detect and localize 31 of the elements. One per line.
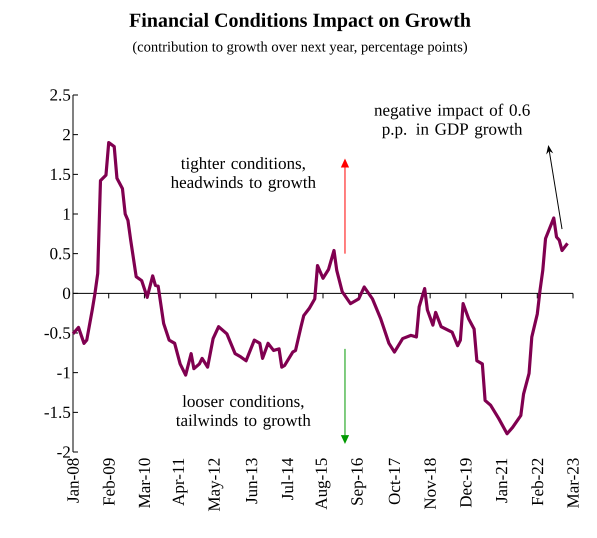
x-tick-label: Jan-08 [67, 458, 79, 503]
y-tick-label: 2 [63, 129, 70, 140]
y-tick-label: 1.5 [51, 168, 70, 180]
x-tick-label: Jul-14 [281, 458, 294, 500]
x-tick-label: Dec-19 [460, 458, 472, 508]
x-tick-label: Sep-16 [351, 458, 366, 505]
x-tick-label: Jan-21 [496, 458, 508, 503]
x-tick-label: Jun-13 [246, 458, 258, 504]
y-tick-label: 0.5 [50, 248, 70, 260]
x-tick-label: Nov-18 [424, 458, 436, 510]
x-tick-label: Feb-22 [531, 458, 544, 506]
chart-subtitle: (contribution to growth over next year, percentage points) [133, 41, 467, 55]
y-tick-label: 2.5 [50, 89, 70, 101]
chart-title: Financial Conditions Impact on Growth [129, 12, 471, 32]
x-tick-label: Feb-09 [102, 458, 115, 506]
x-tick-label: Aug-15 [316, 458, 330, 510]
y-tick-label: -0.5 [44, 327, 70, 339]
x-tick-label: Apr-11 [172, 458, 188, 506]
x-tick-label: Oct-17 [388, 458, 400, 504]
annotation: negative impact of 0.6 p.p. in GDP growth [374, 104, 530, 138]
x-tick-label: May-12 [208, 458, 224, 512]
line-series [71, 141, 570, 436]
x-tick-label: Mar-10 [138, 458, 150, 508]
y-tick-label: 1 [64, 208, 70, 220]
y-tick-label: -1 [57, 367, 70, 378]
x-tick-label: Mar-23 [567, 458, 579, 508]
y-tick-label: -2 [57, 446, 70, 458]
y-tick-label: 0 [62, 288, 70, 300]
annotation: looser conditions, tailwinds to growth [176, 395, 311, 430]
y-tick-label: -1.5 [44, 406, 70, 418]
annotation: tighter conditions, headwinds to growth [170, 157, 316, 192]
